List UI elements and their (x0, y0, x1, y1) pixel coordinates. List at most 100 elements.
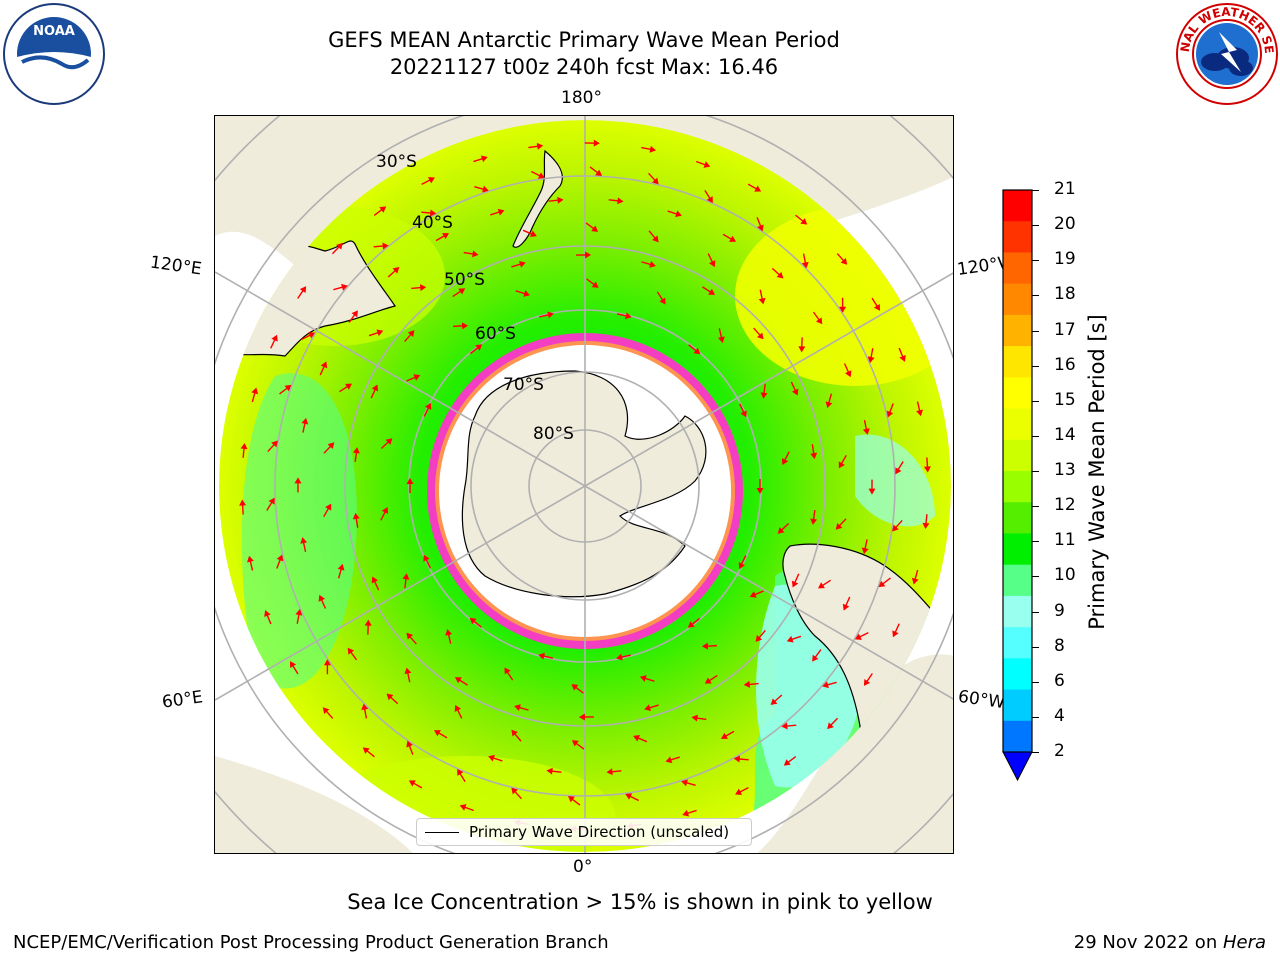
wave-arrow (578, 713, 594, 721)
wave-arrow (348, 310, 358, 323)
colorbar-tick-label: 15 (1054, 389, 1076, 410)
wave-arrow (886, 403, 894, 418)
colorbar-cell (1003, 564, 1032, 597)
wave-arrow (289, 661, 299, 675)
wave-arrow (656, 291, 666, 305)
wave-arrow (490, 208, 505, 216)
map-legend: Primary Wave Direction (unscaled) (416, 818, 752, 846)
low-period-zone (241, 373, 357, 689)
wave-arrow (453, 322, 469, 330)
wave-arrow (473, 155, 488, 163)
wave-arrow (264, 610, 272, 625)
lon-label-120e: 120°E (148, 252, 203, 280)
lon-label-60e: 60°E (160, 687, 205, 713)
wave-arrow (911, 569, 919, 585)
graticule (215, 116, 953, 853)
wave-arrow (421, 177, 435, 186)
wave-arrow (781, 722, 797, 730)
wave-arrow (798, 337, 806, 353)
wave-arrow (755, 630, 766, 642)
wave-arrow (279, 384, 292, 395)
colorbar-tick-mark (1032, 471, 1039, 472)
lat-label-60s: 60°S (475, 324, 516, 344)
wave-arrow (827, 717, 839, 730)
colorbar-title: Primary Wave Mean Period [s] (1085, 314, 1109, 630)
wave-arrow (301, 417, 309, 433)
wave-arrow (801, 253, 809, 269)
colorbar-tick-label: 14 (1054, 424, 1076, 445)
wave-arrow (370, 384, 379, 399)
wave-arrow (514, 704, 529, 712)
wave-arrow (756, 479, 764, 494)
wave-arrow (411, 284, 427, 292)
colorbar-tick-label: 16 (1054, 354, 1076, 375)
wave-arrow (786, 635, 802, 643)
wave-arrow (791, 573, 800, 588)
wave-arrow (639, 675, 655, 682)
footer-date: 29 Nov 2022 on Hera (1074, 932, 1266, 953)
colorbar-tick-mark (1032, 365, 1039, 367)
wave-arrow (878, 577, 891, 588)
wave-arrow (916, 401, 923, 417)
wave-arrow (688, 344, 701, 355)
colorbar-cell (1003, 439, 1032, 472)
wave-arrow (606, 768, 622, 776)
wave-arrow (863, 673, 873, 686)
wave-arrow (364, 619, 372, 635)
wave-arrow (546, 767, 562, 775)
wave-arrow (295, 609, 303, 624)
wave-arrow (406, 740, 414, 755)
colorbar-tick-label: 11 (1054, 530, 1076, 551)
colorbar-tick-label: 8 (1054, 635, 1065, 656)
wave-arrow (469, 617, 482, 628)
colorbar-cell (1003, 283, 1032, 316)
wave-arrow (538, 652, 554, 660)
wave-arrow (267, 440, 278, 453)
colorbar-cell (1003, 595, 1032, 628)
wave-arrow (404, 330, 415, 342)
colorbar-tick-mark (1032, 576, 1039, 578)
wave-arrow (771, 267, 784, 279)
wave-arrow (892, 519, 903, 532)
wave-arrow (810, 509, 818, 525)
wave-arrow (297, 286, 307, 299)
wave-arrow (406, 478, 414, 493)
wave-arrow (373, 206, 387, 216)
wave-arrow (616, 653, 631, 661)
wave-arrow (362, 747, 375, 758)
wave-arrow (648, 172, 659, 185)
wave-arrow (743, 680, 759, 688)
wave-arrow (747, 183, 762, 192)
lat-label-50s: 50°S (444, 270, 485, 290)
colorbar-tick-mark (1032, 295, 1039, 297)
wave-arrow (717, 328, 725, 343)
wave-arrow (528, 142, 544, 150)
wave-arrow (644, 704, 659, 712)
lat-label-30s: 30°S (376, 152, 417, 172)
wave-arrow (423, 402, 432, 417)
colorbar-tick-label: 18 (1054, 284, 1076, 305)
colorbar-cell (1003, 314, 1032, 347)
wave-arrow (459, 804, 475, 812)
wave-arrow (838, 454, 847, 469)
wave-arrow (586, 278, 599, 288)
legend-line-sample (425, 832, 459, 833)
colorbar (1002, 189, 1033, 782)
wave-arrow (515, 290, 531, 297)
colorbar-tick-mark (1032, 541, 1039, 543)
wave-arrow (435, 233, 450, 242)
wave-arrow (667, 210, 682, 218)
wave-arrow (368, 329, 384, 337)
colorbar-tick-mark (1032, 752, 1039, 753)
wave-arrow (331, 242, 343, 255)
colorbar-tick-mark (1032, 260, 1039, 262)
wave-arrow (790, 381, 799, 396)
wave-arrow (822, 681, 837, 689)
wave-arrow (895, 461, 904, 475)
wave-arrow (749, 590, 764, 598)
colorbar-tick-mark (1032, 646, 1039, 648)
wave-arrow (584, 139, 600, 147)
wave-arrow (702, 286, 716, 295)
colorbar-tick-mark (1032, 190, 1039, 191)
wave-arrow (247, 555, 254, 571)
